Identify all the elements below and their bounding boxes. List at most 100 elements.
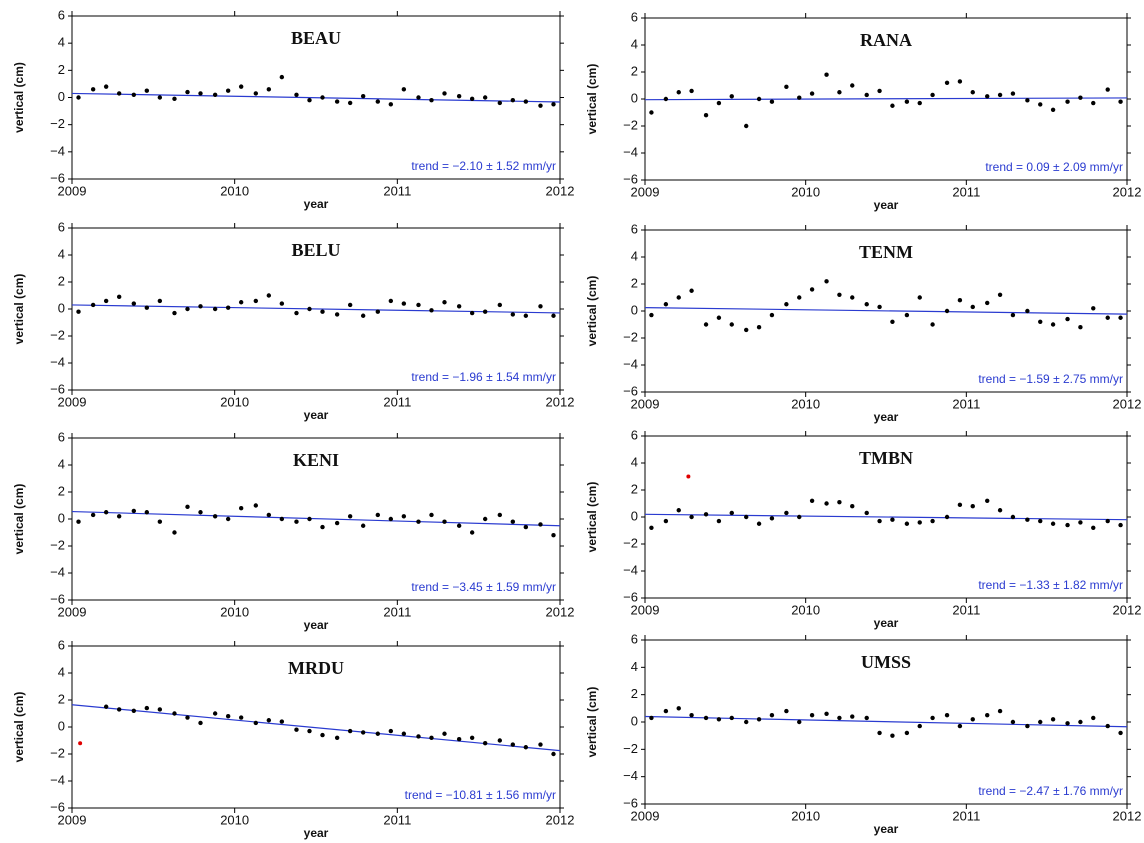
y-tick-label: −4: [623, 356, 638, 371]
data-point: [944, 80, 950, 86]
data-point: [144, 305, 150, 310]
data-point: [388, 516, 394, 522]
data-point: [144, 705, 150, 711]
data-point: [294, 310, 299, 316]
x-axis-label: year: [304, 618, 329, 632]
data-point: [997, 92, 1003, 98]
data-point: [850, 504, 855, 509]
data-point: [676, 508, 681, 513]
data-point: [172, 96, 177, 102]
data-point: [769, 312, 775, 318]
data-point: [904, 312, 910, 318]
data-point: [103, 510, 109, 515]
data-point: [442, 731, 447, 736]
x-tick-label: 2011: [952, 396, 980, 411]
x-tick-label: 2012: [1113, 602, 1142, 617]
data-point: [456, 736, 462, 742]
data-point: [904, 730, 910, 736]
data-point: [663, 518, 669, 524]
trend-annotation: trend = −2.10 ± 1.52 mm/yr: [411, 159, 556, 173]
x-axis-label: year: [304, 408, 329, 422]
data-point: [877, 518, 882, 524]
y-tick-label: 6: [631, 631, 638, 646]
y-tick-label: −4: [623, 144, 638, 159]
data-point: [1038, 719, 1043, 725]
x-tick-label: 2012: [1113, 808, 1142, 823]
x-tick-label: 2009: [631, 602, 660, 617]
data-point: [116, 514, 122, 519]
data-point: [157, 707, 163, 712]
data-point: [824, 501, 829, 506]
data-point: [809, 498, 815, 503]
data-point: [375, 99, 381, 104]
data-point: [756, 325, 762, 330]
y-tick-label: 2: [58, 273, 65, 288]
data-point: [538, 103, 543, 108]
data-point: [784, 510, 789, 516]
y-tick-label: −2: [623, 329, 638, 344]
x-tick-label: 2010: [220, 812, 249, 827]
data-point: [729, 94, 734, 99]
data-point: [131, 508, 137, 514]
y-axis-label: vertical (cm): [585, 482, 599, 553]
data-point: [172, 310, 177, 316]
data-point: [172, 711, 177, 716]
x-tick-label: 2012: [546, 183, 575, 198]
y-tick-label: 6: [58, 7, 65, 22]
x-tick-label: 2010: [220, 394, 249, 409]
data-point: [198, 720, 203, 726]
data-point: [253, 298, 259, 304]
data-point: [970, 717, 975, 722]
y-tick-label: −4: [50, 354, 65, 369]
data-point: [716, 717, 722, 722]
data-point: [877, 88, 882, 94]
data-point: [1105, 315, 1110, 320]
data-point: [904, 521, 910, 526]
data-point: [756, 521, 762, 526]
x-axis-label: year: [874, 198, 899, 212]
x-axis-label: year: [874, 822, 899, 836]
data-point: [1118, 99, 1123, 104]
data-point: [482, 95, 488, 100]
data-point: [347, 100, 353, 106]
y-tick-label: −2: [50, 745, 65, 760]
data-point: [482, 741, 488, 746]
data-point: [551, 533, 556, 538]
data-point: [375, 512, 381, 518]
data-point: [238, 84, 244, 89]
data-point: [307, 306, 312, 312]
y-tick-label: 6: [58, 219, 65, 234]
trend-annotation: trend = −1.96 ± 1.54 mm/yr: [411, 370, 556, 384]
data-point: [510, 98, 516, 103]
data-point: [185, 715, 190, 720]
data-point: [551, 751, 556, 757]
y-tick-label: 4: [58, 246, 65, 261]
data-point: [864, 510, 869, 516]
data-point: [469, 735, 475, 740]
data-point: [797, 95, 802, 100]
y-tick-label: 2: [58, 691, 65, 706]
data-point: [238, 715, 244, 720]
data-point: [1078, 719, 1083, 725]
data-point: [307, 728, 312, 734]
data-point: [1105, 518, 1110, 524]
y-tick-label: 6: [58, 637, 65, 652]
data-point: [824, 72, 829, 77]
trend-annotation: trend = 0.09 ± 2.09 mm/yr: [985, 160, 1123, 174]
data-point: [1010, 91, 1016, 96]
data-point: [131, 708, 137, 713]
data-point: [225, 516, 231, 522]
data-point: [797, 514, 802, 520]
x-tick-label: 2009: [58, 183, 87, 198]
data-point: [850, 83, 855, 88]
data-point: [429, 308, 434, 313]
data-point: [689, 712, 694, 718]
trend-line: [644, 513, 1128, 521]
data-point: [185, 504, 190, 510]
data-point: [944, 308, 950, 314]
data-point: [497, 738, 503, 743]
data-point: [957, 79, 963, 84]
x-tick-label: 2012: [1113, 396, 1142, 411]
data-point: [1118, 522, 1123, 528]
data-point: [663, 708, 669, 714]
